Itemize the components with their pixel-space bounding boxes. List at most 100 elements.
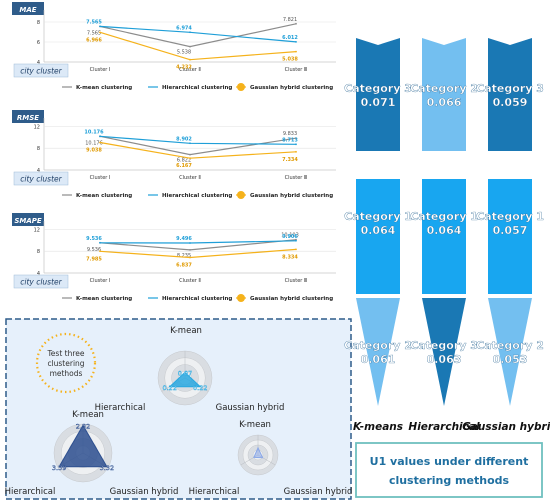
method-label: K-means [353, 421, 403, 433]
metric-label: MAE [19, 6, 36, 14]
radar-polygon [168, 371, 202, 388]
u1-shape [356, 179, 400, 294]
note-text: Test three [47, 349, 85, 358]
data-point [189, 31, 191, 34]
u1-shape [488, 38, 532, 151]
u1-cell: Category 10.064 [344, 179, 412, 294]
legend-label: K-mean clustering [76, 193, 132, 199]
u1-value-label: 0.064 [361, 224, 396, 237]
legend-label: Hierarchical clustering [162, 85, 232, 91]
axis-caption: city cluster [20, 175, 62, 184]
note-ring [35, 332, 97, 394]
axis-caption: city cluster [20, 67, 62, 76]
u1-shape [422, 298, 466, 406]
u1-category-label: Category 3 [344, 82, 412, 95]
line-panels: MAE 4 6 8 Cluster Ⅰ Cluster Ⅱ Cluster Ⅲ city cl… [12, 2, 336, 302]
legend-marker [237, 83, 245, 91]
data-point [295, 150, 297, 153]
data-label: 8.334 [282, 254, 298, 260]
u1-value-label: 0.053 [493, 353, 528, 366]
y-tick-label: 4 [37, 168, 40, 174]
radar-value-label: 2.32 [76, 422, 90, 430]
radar-axis-label: K-mean [170, 326, 202, 336]
series-line [99, 248, 297, 259]
data-label: 7.565 [87, 30, 101, 36]
radar-axis-label: Hierarchical [5, 487, 56, 497]
data-label: 6.822 [177, 158, 191, 164]
u1-cell: Category 10.057 [476, 179, 544, 294]
data-label: 6.966 [86, 37, 102, 43]
u1-value-label: 0.059 [493, 96, 528, 109]
metric-badge [12, 213, 44, 226]
data-point [189, 249, 191, 251]
u1-category-label: Category 2 [344, 339, 412, 352]
legend-label: Hierarchical clustering [162, 193, 232, 199]
data-point [189, 153, 191, 156]
radar-chart: K-mean Hierarchical Gaussian hybrid [189, 420, 353, 497]
data-label: 9.038 [86, 148, 102, 154]
data-label: 7.565 [86, 19, 102, 25]
metric-badge [12, 2, 44, 15]
data-label: 9.496 [176, 236, 192, 242]
data-point [99, 135, 101, 138]
data-label: 7.985 [86, 256, 102, 262]
u1-category-label: Category 1 [476, 210, 544, 223]
y-tick-label: 12 [34, 227, 40, 233]
radar-axis-label: K-mean [72, 410, 104, 420]
y-tick-label: 8 [37, 20, 40, 26]
radar-polygon [58, 424, 108, 468]
axis-caption: city cluster [20, 278, 62, 287]
u1-cell: Category 20.066 [410, 38, 478, 151]
legend-label: Gaussian hybrid clustering [250, 193, 333, 199]
radar-value-label: 3.32 [100, 464, 114, 472]
axis-caption-box [13, 63, 69, 78]
data-label: 9.536 [86, 236, 102, 242]
y-tick-label: 12 [34, 124, 40, 130]
u1-cell: Category 20.061 [344, 298, 412, 406]
u1-value-label: 0.063 [427, 353, 462, 366]
u1-value-label: 0.057 [493, 224, 528, 237]
data-label: 6.012 [282, 35, 298, 41]
data-label: 10.103 [281, 233, 299, 239]
data-label: 9.833 [283, 131, 297, 137]
u1-cell: Category 30.059 [476, 38, 544, 151]
u1-category-label: Category 1 [344, 210, 412, 223]
note-text: methods [50, 369, 83, 378]
x-tick-label: Cluster Ⅰ [90, 278, 111, 284]
u1-value-label: 0.061 [361, 353, 396, 366]
series-line [99, 23, 297, 48]
data-label: 5.538 [177, 50, 191, 56]
caption-line-1: U1 values under different [370, 455, 529, 468]
data-point [189, 142, 191, 145]
data-point [99, 31, 101, 34]
legend-label: K-mean clustering [76, 296, 132, 302]
legend-label: Gaussian hybrid clustering [250, 85, 333, 91]
method-label: Gaussian hybrid [462, 421, 550, 433]
u1-shape [488, 179, 532, 294]
note-text: clustering [47, 359, 84, 368]
u1-category-label: Category 2 [410, 82, 478, 95]
u1-shape [488, 298, 532, 406]
data-point [189, 58, 191, 61]
legend-label: Hierarchical clustering [162, 296, 232, 302]
u1-category-label: Category 1 [410, 210, 478, 223]
u1-shape [356, 298, 400, 406]
radar-value-label: 0.07 [178, 369, 192, 377]
radar-frame [5, 318, 352, 500]
u1-category-label: Category 2 [476, 339, 544, 352]
x-tick-label: Cluster Ⅱ [179, 67, 201, 73]
radar-chart: 2.32 3.39 3.32 K-mean Hierarchical Gaussian h… [5, 410, 179, 497]
series-line [99, 31, 297, 61]
radar-value-label: 0.22 [193, 384, 207, 392]
radar-chart: 0.070.22 0.22 K-mean Hierarchical Gaussian h… [95, 326, 285, 413]
data-label: 8.235 [177, 253, 191, 259]
data-point [189, 256, 191, 259]
data-point [189, 157, 191, 160]
method-label: Hierarchical [408, 421, 480, 433]
data-point [189, 45, 191, 48]
u1-shape [422, 38, 466, 151]
line-panel-smape: SMAPE 4 8 12 Cluster Ⅰ Cluster Ⅱ Cluster Ⅲ city… [12, 213, 336, 302]
